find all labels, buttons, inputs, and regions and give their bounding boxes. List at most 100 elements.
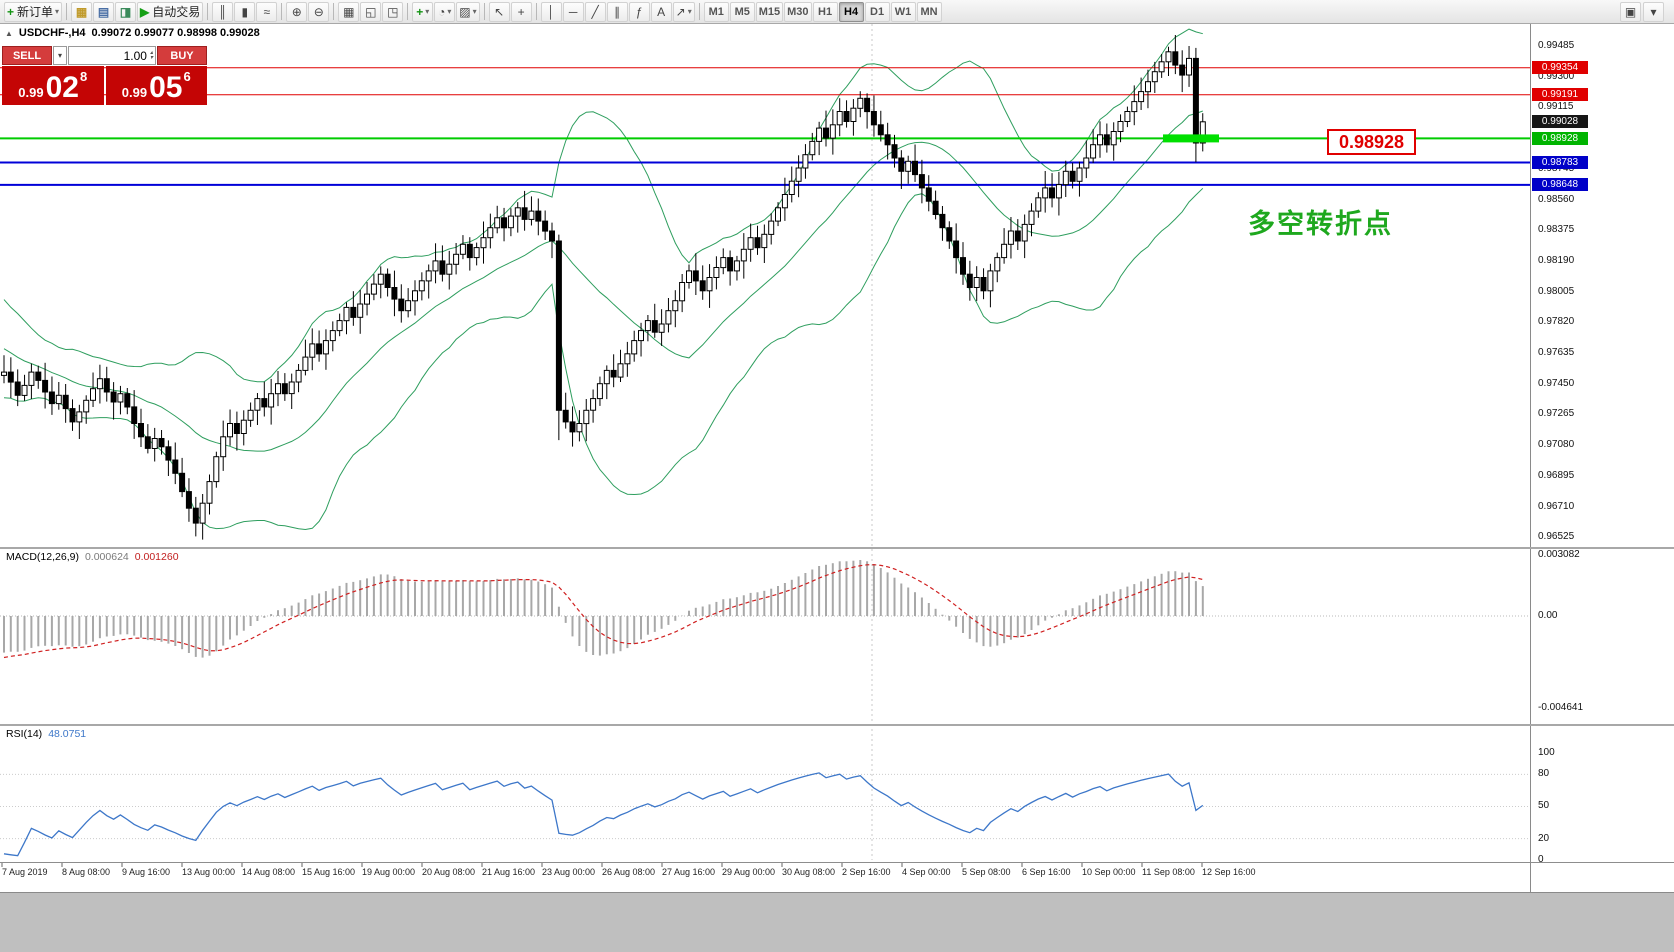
candle <box>781 194 788 209</box>
collapse-trade-panel-icon[interactable]: ▲ <box>5 28 13 38</box>
price-annotation-box[interactable]: 0.98928 <box>1327 129 1417 155</box>
arrows-button[interactable]: ↗ ▾ <box>672 1 695 22</box>
arrange-windows-icon: ◳ <box>387 4 399 19</box>
cascade-windows-button[interactable]: ◱ <box>360 1 382 22</box>
sell-price-sup: 8 <box>79 69 88 84</box>
timeframe-w1-button[interactable]: W1 <box>890 1 916 22</box>
timeframe-m5-button[interactable]: M5 <box>729 1 755 22</box>
templates-icon: ▨ <box>459 4 471 19</box>
price-scale-label: 0.98005 <box>1538 285 1575 297</box>
data-window-button[interactable]: ◨ <box>115 1 137 22</box>
timeframe-m1-button[interactable]: M1 <box>703 1 729 22</box>
arrange-windows-button[interactable]: ◳ <box>382 1 404 22</box>
sell-price-panel[interactable]: 0.99 02 8 <box>2 66 104 105</box>
macd-signal-line <box>3 564 1203 659</box>
time-label: 19 Aug 00:00 <box>362 867 416 877</box>
line-chart-button[interactable]: ≈ <box>256 1 278 22</box>
sell-button[interactable]: SELL <box>2 46 52 65</box>
candle <box>473 247 480 259</box>
volume-input[interactable]: 1.00 ▴ ▾ <box>68 46 156 65</box>
timeframe-m30-button[interactable]: M30 <box>784 1 812 22</box>
candle <box>144 436 151 449</box>
rsi-value: 48.0751 <box>48 728 87 740</box>
candle <box>966 273 973 288</box>
price-scale-label: 0.96525 <box>1538 531 1575 543</box>
candle <box>562 409 569 423</box>
panel-separator[interactable] <box>0 547 1674 549</box>
charts-profile-icon: ▦ <box>75 4 88 19</box>
line-chart-icon: ≈ <box>263 4 271 19</box>
data-window-icon: ◨ <box>119 4 132 19</box>
volume-dropdown-button[interactable]: ▾ <box>53 46 67 65</box>
text-label-button[interactable]: A <box>650 1 672 22</box>
vertical-line-button[interactable]: │ <box>540 1 562 22</box>
price-scale-label: 0.97080 <box>1538 439 1575 451</box>
candle <box>823 127 829 139</box>
trade-panel-price-row: 0.99 02 8 0.99 05 6 <box>2 66 207 105</box>
bar-chart-button[interactable]: ║ <box>212 1 234 22</box>
toolbar-options-button[interactable]: ▾ <box>1643 1 1664 22</box>
candle <box>240 419 247 435</box>
window-menu-button[interactable]: ▣ <box>1620 1 1641 22</box>
trade-panel-header-row: SELL ▾ 1.00 ▴ ▾ BUY <box>2 46 207 65</box>
crosshair-button[interactable]: + <box>510 1 532 22</box>
cursor-icon: ↖ <box>494 4 505 19</box>
candle <box>446 263 453 275</box>
timeframe-h1-button[interactable]: H1 <box>812 1 838 22</box>
market-watch-button[interactable]: ▤ <box>93 1 115 22</box>
timeframe-mn-button[interactable]: MN <box>916 1 942 22</box>
cursor-button[interactable]: ↖ <box>488 1 510 22</box>
macd-scale-label: 0.00 <box>1538 610 1558 621</box>
candle <box>720 257 727 269</box>
candle <box>638 330 644 342</box>
zoom-out-button[interactable]: ⊖ <box>308 1 330 22</box>
volume-steppers[interactable]: ▴ ▾ <box>149 49 153 61</box>
candle <box>439 260 446 275</box>
trendline-button[interactable]: ╱ <box>584 1 606 22</box>
candle <box>528 210 535 220</box>
autotrading-label: 自动交易 <box>152 5 201 19</box>
candle <box>425 270 432 282</box>
turning-point-annotation[interactable]: 多空转折点 <box>1248 209 1393 239</box>
equidistant-channel-button[interactable]: ∥ <box>606 1 628 22</box>
volume-up-icon[interactable]: ▴ <box>149 49 153 56</box>
candle <box>117 393 124 403</box>
indicators-button[interactable]: + ▾ <box>412 1 434 22</box>
horizontal-line-button[interactable]: ─ <box>562 1 584 22</box>
toolbar-separator <box>281 3 283 20</box>
buy-button[interactable]: BUY <box>157 46 207 65</box>
timeframe-h4-button[interactable]: H4 <box>838 1 864 22</box>
volume-down-icon[interactable]: ▾ <box>149 54 153 61</box>
fibonacci-button[interactable]: ƒ <box>628 1 650 22</box>
candlestick-chart-button[interactable]: ▮ <box>234 1 256 22</box>
zoom-in-icon: ⊕ <box>291 4 302 19</box>
one-click-trade-panel: SELL ▾ 1.00 ▴ ▾ BUY 0.99 02 8 <box>2 46 207 105</box>
timeframe-d1-button[interactable]: D1 <box>864 1 890 22</box>
new-order-button[interactable]: + 新订单 ▾ <box>4 1 63 22</box>
dropdown-caret-icon: ▾ <box>687 7 692 16</box>
bottom-filler <box>0 892 1674 952</box>
timeframe-m15-button[interactable]: M15 <box>755 1 784 22</box>
price-scale-label: 0.99485 <box>1538 40 1575 51</box>
candle <box>28 371 35 386</box>
zoom-in-button[interactable]: ⊕ <box>286 1 308 22</box>
buy-price-big: 05 <box>149 71 183 105</box>
periods-button[interactable]: ◔ ▾ <box>434 1 456 22</box>
charts-profile-button[interactable]: ▦ <box>71 1 93 22</box>
candle <box>651 320 658 333</box>
text-label-icon: A <box>657 4 666 19</box>
candle <box>1069 170 1076 182</box>
candle <box>185 491 192 509</box>
toolbar-right-group: ▣ ▾ <box>1620 1 1670 22</box>
templates-button[interactable]: ▨ ▾ <box>456 1 480 22</box>
chart-canvas[interactable] <box>0 24 1530 892</box>
highlight-bar[interactable] <box>1163 134 1219 143</box>
buy-price-panel[interactable]: 0.99 05 6 <box>105 66 207 105</box>
candle <box>7 371 14 383</box>
panel-separator[interactable] <box>0 724 1674 726</box>
candle <box>603 369 610 385</box>
autotrading-button[interactable]: ▶ 自动交易 <box>137 1 204 22</box>
tile-windows-button[interactable]: ▦ <box>338 1 360 22</box>
time-label: 9 Aug 16:00 <box>122 867 171 877</box>
candle <box>1 371 7 376</box>
